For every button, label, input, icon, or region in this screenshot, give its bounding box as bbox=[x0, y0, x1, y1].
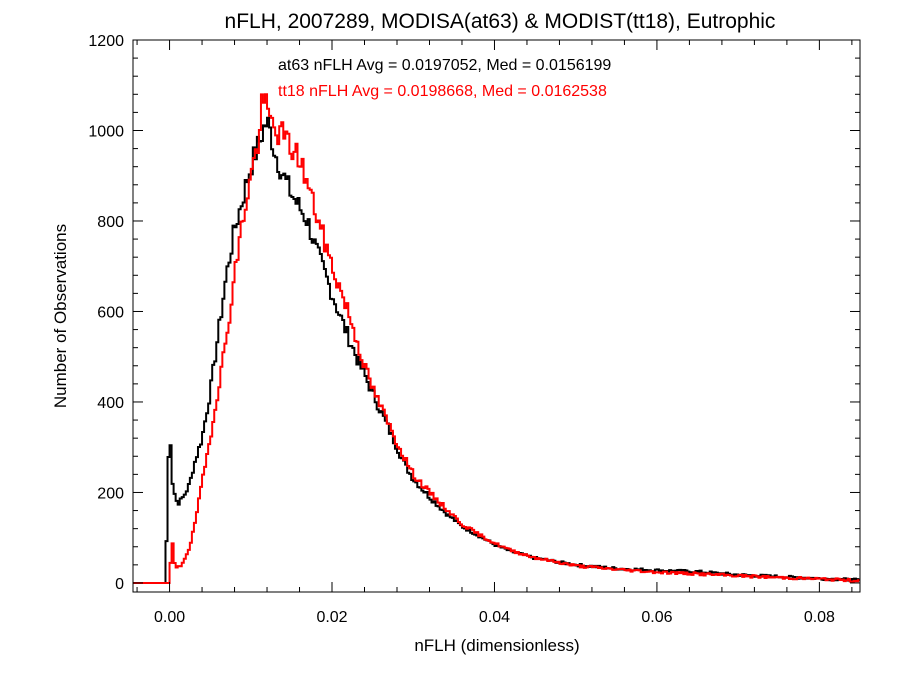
y-tick-label: 0 bbox=[115, 576, 124, 593]
y-axis-ticks: 0 200 400 600 800 1000 1200 bbox=[88, 33, 860, 593]
x-axis-ticks: 0.00 0.02 0.04 0.06 0.08 bbox=[136, 40, 853, 626]
y-tick-label: 200 bbox=[97, 485, 124, 502]
stats-annotations: at63 nFLH Avg = 0.0197052, Med = 0.01561… bbox=[278, 57, 611, 100]
y-tick-label: 600 bbox=[97, 304, 124, 321]
y-tick-label: 400 bbox=[97, 395, 124, 412]
x-tick-label: 0.04 bbox=[479, 609, 510, 626]
plot-frame bbox=[132, 39, 861, 593]
x-tick-label: 0.06 bbox=[641, 609, 672, 626]
x-axis-label: nFLH (dimensionless) bbox=[414, 636, 579, 655]
x-tick-label: 0.02 bbox=[316, 609, 347, 626]
series-line-tt18 bbox=[133, 93, 860, 584]
y-axis-label: Number of Observations bbox=[51, 224, 70, 408]
y-tick-label: 1200 bbox=[88, 33, 124, 50]
x-tick-label: 0.00 bbox=[154, 609, 185, 626]
x-tick-label: 0.08 bbox=[804, 609, 835, 626]
y-tick-label: 1000 bbox=[88, 123, 124, 140]
series-annotation-tt18: tt18 nFLH Avg = 0.0198668, Med = 0.01625… bbox=[278, 83, 607, 100]
y-tick-label: 800 bbox=[97, 214, 124, 231]
chart-title: nFLH, 2007289, MODISA(at63) & MODIST(tt1… bbox=[225, 10, 776, 33]
series-annotation-at63: at63 nFLH Avg = 0.0197052, Med = 0.01561… bbox=[278, 57, 611, 74]
series-layer bbox=[133, 93, 860, 584]
